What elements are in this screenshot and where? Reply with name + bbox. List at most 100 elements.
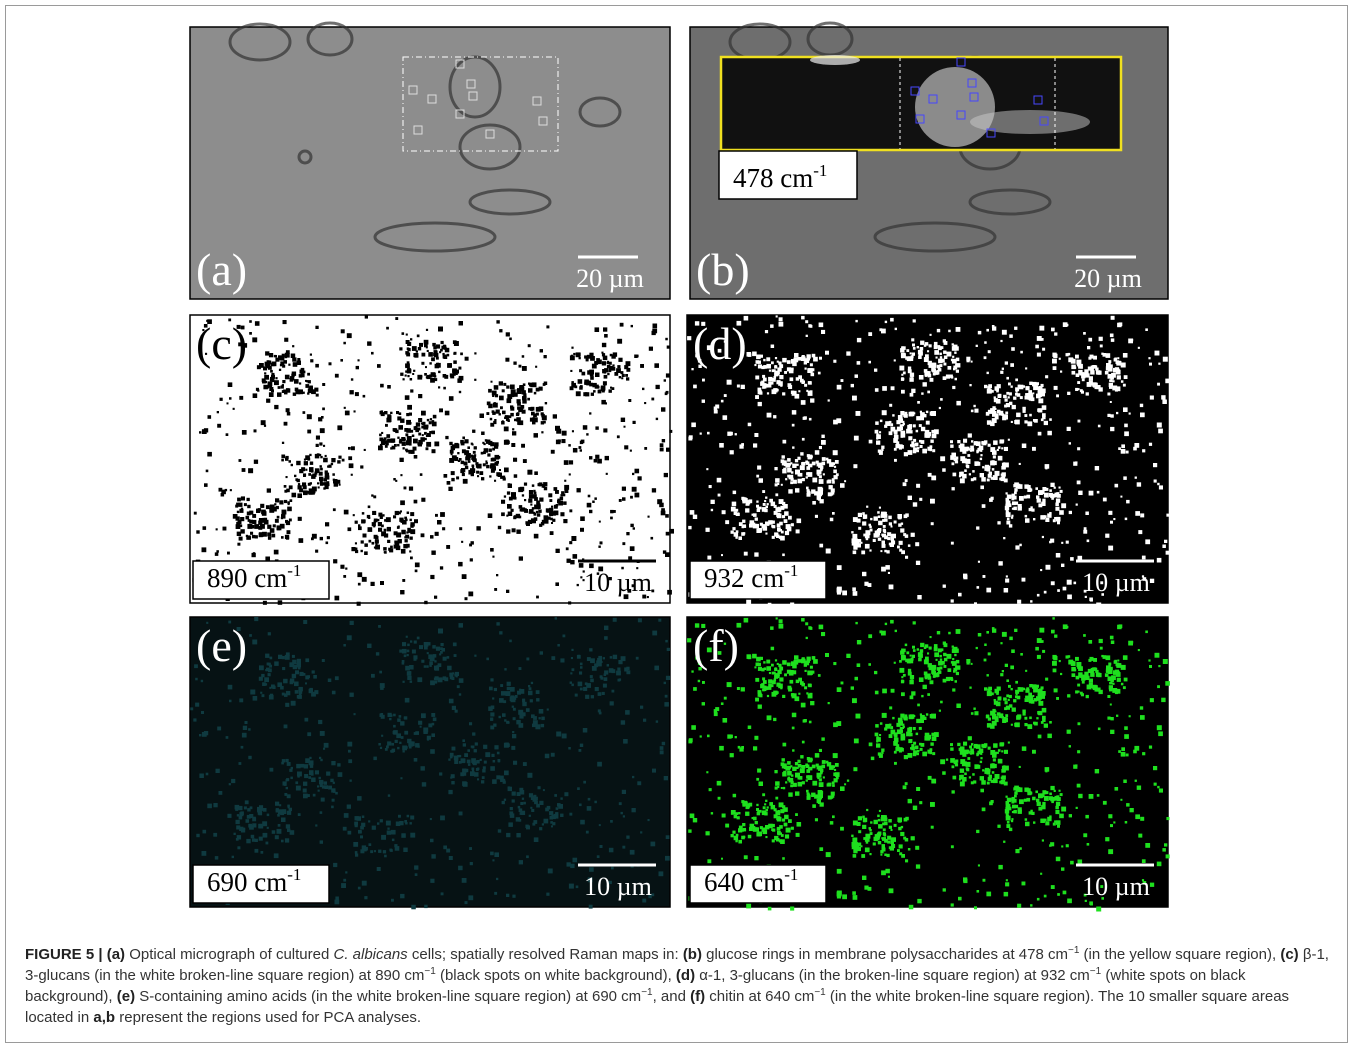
speckle xyxy=(268,392,274,397)
speckle xyxy=(909,352,912,355)
speckle xyxy=(894,458,897,462)
speckle xyxy=(569,355,575,361)
speckle xyxy=(1004,663,1008,667)
speckle xyxy=(257,811,262,815)
speckle xyxy=(555,425,560,431)
speckle xyxy=(939,666,943,670)
speckle xyxy=(515,412,520,416)
speckle xyxy=(1049,489,1052,492)
speckle xyxy=(303,620,308,624)
speckle xyxy=(806,692,809,695)
speckle xyxy=(1000,473,1004,476)
speckle xyxy=(1116,375,1121,380)
speckle xyxy=(601,342,607,348)
speckle xyxy=(331,788,336,793)
speckle xyxy=(748,499,753,504)
speckle xyxy=(466,759,471,764)
speckle xyxy=(1098,387,1103,392)
speckle xyxy=(1062,624,1068,630)
speckle xyxy=(984,464,989,469)
speckle xyxy=(938,709,941,712)
speckle xyxy=(663,681,666,685)
speckle xyxy=(412,373,415,375)
speckle xyxy=(782,469,787,474)
speckle xyxy=(901,424,905,427)
speckle xyxy=(1118,447,1121,450)
speckle xyxy=(1055,856,1061,862)
speckle xyxy=(239,508,244,513)
speckle xyxy=(570,672,573,675)
speckle xyxy=(1003,478,1008,483)
speckle xyxy=(990,421,995,427)
speckle xyxy=(800,702,806,708)
speckle xyxy=(354,392,359,397)
speckle xyxy=(310,359,314,363)
speckle xyxy=(572,857,578,863)
speckle xyxy=(568,473,571,476)
speckle xyxy=(881,751,884,754)
speckle xyxy=(813,356,818,362)
speckle xyxy=(620,371,624,375)
speckle xyxy=(235,516,240,521)
speckle xyxy=(413,499,418,504)
speckle xyxy=(1043,894,1047,898)
speckle xyxy=(512,734,517,739)
speckle xyxy=(556,731,562,737)
speckle xyxy=(1032,381,1037,387)
speckle xyxy=(891,533,896,539)
speckle xyxy=(946,653,952,659)
speckle xyxy=(533,391,537,395)
speckle xyxy=(492,402,498,408)
speckle xyxy=(784,834,790,839)
speckle xyxy=(779,825,783,829)
speckle xyxy=(1110,414,1114,418)
speckle xyxy=(530,681,534,685)
speckle xyxy=(589,372,593,376)
speckle xyxy=(987,652,991,656)
speckle xyxy=(998,561,1003,566)
speckle xyxy=(833,722,838,728)
panel-label: (d) xyxy=(693,318,747,369)
speckle xyxy=(285,520,291,526)
speckle xyxy=(204,483,208,487)
speckle xyxy=(561,733,567,739)
speckle xyxy=(923,646,926,649)
speckle xyxy=(617,365,621,369)
speckle xyxy=(225,433,229,436)
speckle xyxy=(511,443,516,447)
speckle xyxy=(1088,376,1093,381)
speckle xyxy=(753,513,757,517)
speckle xyxy=(754,666,757,669)
speckle xyxy=(376,867,381,871)
speckle xyxy=(995,413,999,417)
speckle xyxy=(978,445,984,451)
speckle xyxy=(281,390,285,393)
speckle xyxy=(771,361,774,365)
speckle xyxy=(299,488,303,493)
pca-square xyxy=(532,96,542,106)
speckle xyxy=(213,803,218,808)
speckle xyxy=(854,538,858,542)
speckle xyxy=(337,425,343,431)
pca-square xyxy=(956,57,966,67)
wavenumber-box xyxy=(192,560,330,600)
speckle xyxy=(962,449,967,454)
speckle xyxy=(413,758,418,762)
speckle xyxy=(322,407,325,411)
speckle xyxy=(431,421,437,427)
speckle xyxy=(582,579,585,582)
speckle xyxy=(901,550,905,555)
speckle xyxy=(377,518,380,522)
speckle xyxy=(801,618,805,622)
speckle xyxy=(762,490,766,493)
speckle xyxy=(333,482,338,487)
speckle xyxy=(418,432,422,436)
speckle xyxy=(593,390,596,393)
speckle xyxy=(516,529,521,534)
speckle xyxy=(1095,670,1098,673)
speckle xyxy=(396,411,400,415)
speckle xyxy=(522,698,526,702)
speckle xyxy=(242,343,248,348)
speckle xyxy=(797,456,801,460)
speckle xyxy=(315,325,319,329)
